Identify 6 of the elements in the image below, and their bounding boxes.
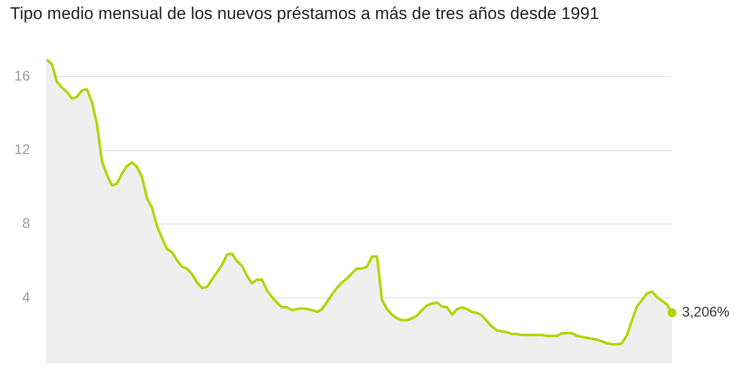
y-tick-label: 4 bbox=[22, 288, 30, 305]
y-tick-label: 16 bbox=[14, 67, 30, 84]
text: 3,206% bbox=[682, 304, 730, 320]
y-tick-label: 8 bbox=[22, 215, 30, 232]
y-tick-label: 12 bbox=[14, 141, 30, 158]
chart-title: Tipo medio mensual de los nuevos préstamos a más de tres años desde 1991 bbox=[10, 4, 600, 24]
